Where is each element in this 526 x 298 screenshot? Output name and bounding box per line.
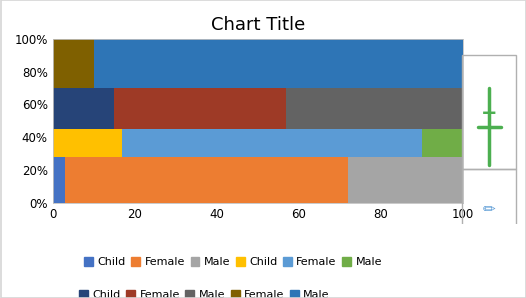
Bar: [53, 129, 123, 157]
Legend: Child, Female, Male, Female, Male: Child, Female, Male, Female, Male: [79, 290, 330, 298]
Bar: [114, 88, 287, 129]
Bar: [287, 88, 463, 129]
Text: +: +: [481, 104, 498, 122]
Title: Chart Title: Chart Title: [210, 16, 305, 34]
Bar: [53, 88, 114, 129]
Text: ✏: ✏: [483, 202, 495, 218]
Bar: [348, 157, 463, 203]
Bar: [123, 129, 422, 157]
Bar: [94, 39, 463, 88]
Bar: [65, 157, 348, 203]
Bar: [53, 157, 65, 203]
Bar: [53, 39, 94, 88]
Bar: [422, 129, 463, 157]
